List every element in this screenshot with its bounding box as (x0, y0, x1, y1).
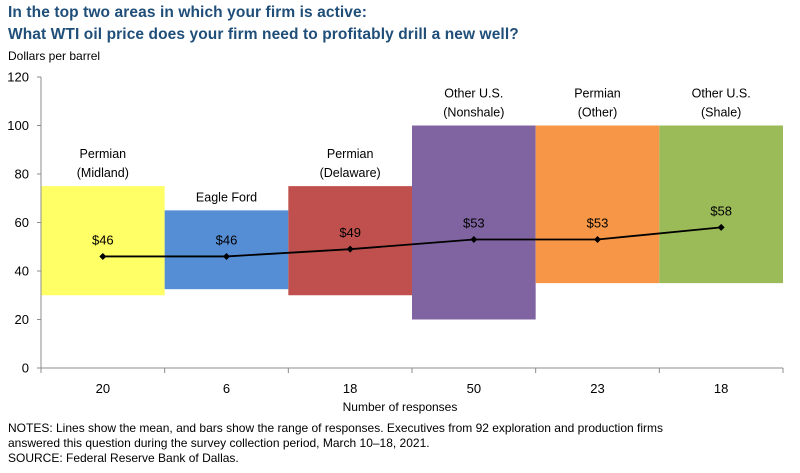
category-label: (Other) (578, 106, 618, 120)
source-line: SOURCE: Federal Reserve Bank of Dallas. (8, 451, 239, 465)
category-label: Permian (80, 147, 127, 161)
category-label: (Shale) (701, 106, 741, 120)
category-label: Permian (574, 87, 621, 101)
notes-line-2: answered this question during the survey… (8, 436, 430, 450)
range-bar (164, 210, 289, 290)
x-axis-title: Number of responses (342, 400, 458, 414)
y-tick-label: 80 (15, 167, 29, 182)
category-label: (Midland) (77, 166, 129, 180)
range-bar (535, 125, 660, 284)
mean-data-label: $53 (587, 215, 609, 230)
y-tick-label: 100 (7, 118, 29, 133)
mean-data-label: $46 (92, 232, 114, 247)
category-label: Other U.S. (692, 87, 751, 101)
range-bar (288, 186, 412, 296)
category-label: (Delaware) (320, 166, 381, 180)
x-tick-label: 23 (590, 381, 604, 396)
x-tick-label: 20 (96, 381, 110, 396)
mean-data-label: $53 (463, 215, 485, 230)
x-tick-label: 18 (714, 381, 728, 396)
mean-point (99, 252, 107, 260)
mean-point (594, 235, 601, 243)
y-tick-label: 40 (15, 264, 29, 279)
range-bar (412, 125, 536, 320)
mean-point (346, 245, 354, 253)
y-axis-unit-label: Dollars per barrel (8, 49, 101, 63)
mean-data-label: $58 (710, 203, 732, 218)
category-label: (Nonshale) (443, 106, 504, 120)
x-tick-label: 50 (467, 381, 481, 396)
range-bar (41, 186, 165, 296)
mean-point (223, 252, 230, 260)
x-tick-label: 6 (223, 381, 230, 396)
chart-title-line-1: In the top two areas in which your firm … (8, 4, 367, 21)
mean-point (470, 235, 478, 243)
chart-notes: NOTES: Lines show the mean, and bars sho… (8, 421, 798, 466)
category-label: Permian (327, 147, 374, 161)
category-label: Eagle Ford (196, 190, 257, 204)
notes-line-1: NOTES: Lines show the mean, and bars sho… (8, 421, 664, 435)
x-tick-label: 18 (343, 381, 357, 396)
y-tick-label: 60 (15, 215, 29, 230)
mean-line (102, 226, 722, 258)
mean-data-label: $49 (339, 225, 361, 240)
chart-title-line-2: What WTI oil price does your firm need t… (8, 26, 519, 43)
y-tick-label: 0 (22, 361, 29, 376)
category-label: Other U.S. (444, 87, 503, 101)
y-tick-label: 120 (7, 70, 29, 85)
y-tick-label: 20 (15, 312, 29, 327)
mean-point (717, 223, 725, 231)
mean-data-label: $46 (216, 232, 238, 247)
range-bar (659, 125, 783, 284)
